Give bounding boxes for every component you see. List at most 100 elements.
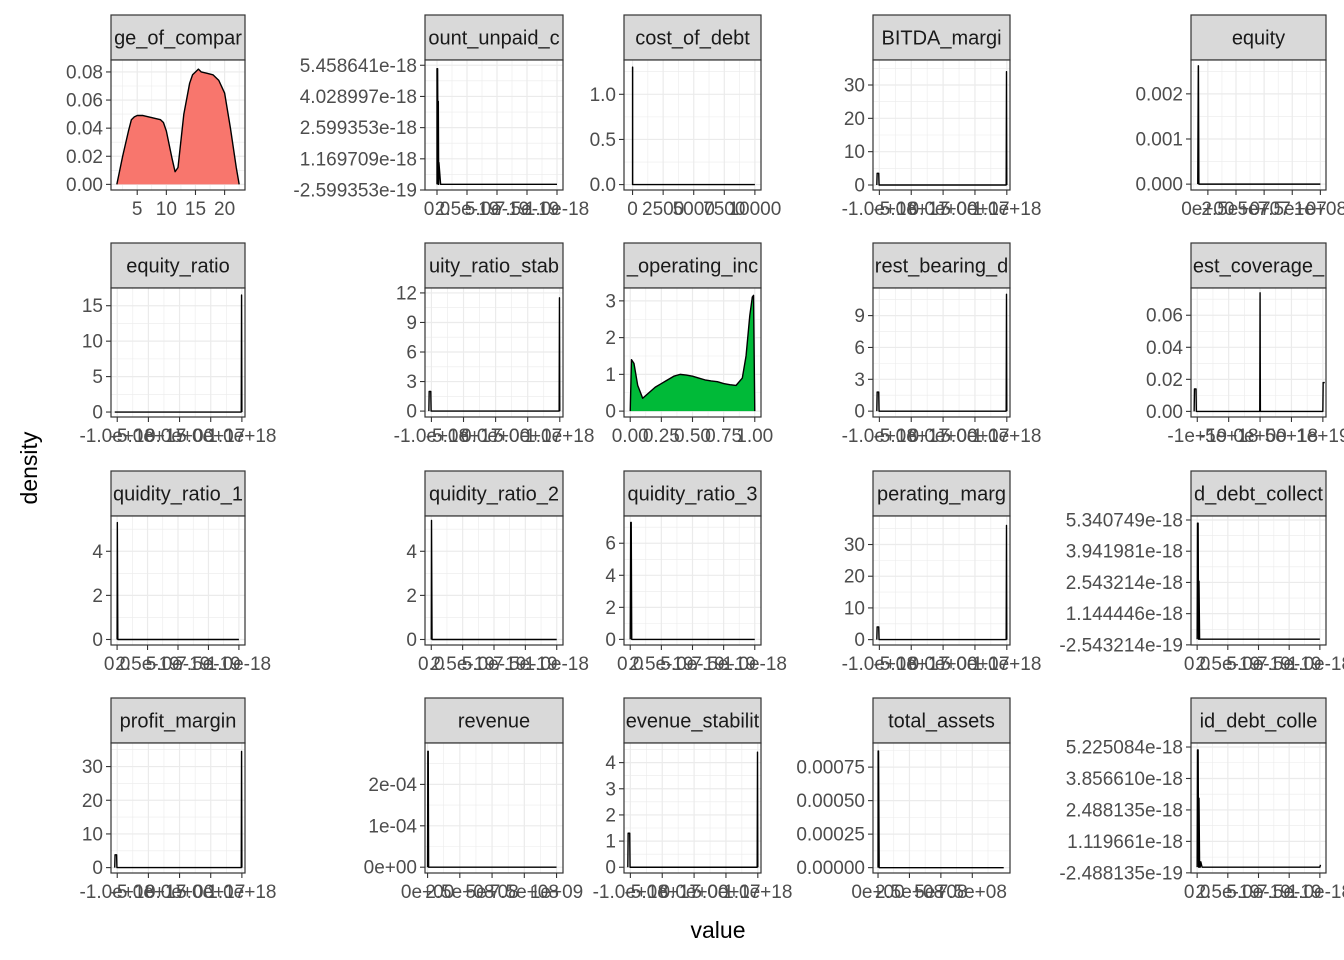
x-tick-label: 1.0e+18 xyxy=(207,426,276,447)
x-tick-label: 5.0e+17 xyxy=(493,426,562,447)
x-tick-label: 7.5e-19 xyxy=(495,199,559,220)
facet-strip xyxy=(623,697,762,744)
density-line xyxy=(426,750,557,868)
density-series xyxy=(876,70,1008,186)
density-line xyxy=(430,519,557,641)
panel-border xyxy=(110,287,246,418)
x-tick-label: 7.5e+08 xyxy=(938,882,1007,903)
facet-title: uity_ratio_stab xyxy=(429,256,559,278)
x-tick-label: 0.0 xyxy=(424,199,450,220)
y-tick-label: -2.543214e-19 xyxy=(1059,635,1183,656)
x-tick-label: -5.0e+17 xyxy=(624,882,700,903)
y-tick-label: 20 xyxy=(844,567,865,588)
facet-amount-unpaid: ount_unpaid_c -2.599353e-19 1.169709e-18 2.… xyxy=(293,14,589,220)
y-tick-label: -2.488135e-19 xyxy=(1059,863,1183,884)
x-tick-label: 7.5e-19 xyxy=(1257,882,1321,903)
facet-strip xyxy=(623,14,762,61)
y-tick-label: 0.000 xyxy=(1135,175,1183,196)
facet-revenue-stability: evenue_stabilit 0 1 2 3 4 -1.0e+18-5.0e+170.0e… xyxy=(593,697,792,903)
y-tick-label: 0.06 xyxy=(66,91,103,112)
x-tick-label: 0.0e+00 xyxy=(908,426,977,447)
x-tick-label: 5.0e+17 xyxy=(176,426,245,447)
facet-strip xyxy=(110,14,246,61)
x-tick-label: 7.5e-19 xyxy=(1257,654,1321,675)
x-tick-label: 1.0e+18 xyxy=(723,882,792,903)
facet-title: ge_of_compar xyxy=(114,28,242,50)
y-tick-label: 0.04 xyxy=(66,119,103,140)
density-series xyxy=(116,521,239,641)
y-tick-label: 0 xyxy=(605,858,616,879)
y-tick-label: 20 xyxy=(82,791,103,812)
x-tick-label: 0.0e+00 xyxy=(145,882,214,903)
panel-background xyxy=(873,60,1010,190)
x-tick-label: -1.0e+18 xyxy=(842,199,918,220)
x-tick-label: 1.0e-18 xyxy=(525,199,589,220)
panel-border xyxy=(872,287,1011,418)
x-tick-label: 0.0 xyxy=(1184,654,1210,675)
y-tick-label: 3 xyxy=(854,370,865,391)
facet-title: quidity_ratio_2 xyxy=(429,484,559,506)
panel-background xyxy=(1191,60,1326,190)
panel-border xyxy=(872,742,1011,874)
x-tick-label: 5.0e-19 xyxy=(1226,654,1290,675)
x-tick-label: 2500 xyxy=(642,199,684,220)
y-tick-label: 0e+00 xyxy=(364,858,417,879)
x-tick-label: -1.0e+18 xyxy=(842,654,918,675)
density-line xyxy=(1196,522,1320,640)
panel-grid xyxy=(111,743,245,873)
y-tick-label: 0 xyxy=(406,402,417,423)
x-tick-label: -1.0e+18 xyxy=(842,426,918,447)
y-tick-label: 0 xyxy=(854,630,865,651)
y-tick-label: 1.169709e-18 xyxy=(300,149,417,170)
panel-background xyxy=(873,516,1010,645)
y-tick-label: 1 xyxy=(605,365,616,386)
y-tick-label: 3 xyxy=(605,779,616,800)
panel-border xyxy=(1190,287,1327,418)
panel-grid xyxy=(873,743,1010,873)
x-tick-label: 5e+08 xyxy=(465,882,518,903)
density-line xyxy=(114,750,243,869)
x-tick-label: 5.0e+17 xyxy=(940,426,1009,447)
y-tick-label: 3 xyxy=(605,291,616,312)
density-series xyxy=(1196,749,1322,868)
panel-border xyxy=(424,742,564,874)
density-series xyxy=(436,68,557,186)
facet-title: total_assets xyxy=(888,711,995,733)
x-tick-label: 0 xyxy=(627,199,638,220)
y-tick-label: 0.002 xyxy=(1135,84,1183,105)
x-tick-label: 1e+19 xyxy=(1296,426,1344,447)
y-tick-label: 0.00 xyxy=(1146,402,1183,423)
x-tick-label: 1.0e+18 xyxy=(525,426,594,447)
facet-revenue: revenue0e+001e-042e-040e+002.5e+085e+087… xyxy=(364,697,583,903)
x-tick-label: 5.0e-19 xyxy=(462,654,526,675)
x-tick-label: 1.0e-18 xyxy=(1288,882,1344,903)
x-tick-label: -1.0e+18 xyxy=(593,882,669,903)
facet-title: equity xyxy=(1232,28,1285,50)
panel-border xyxy=(623,742,762,874)
facet-net-operating-income: _operating_inc 0 1 2 3 0.000.250.500.751.00 xyxy=(605,242,773,447)
y-tick-label: 0.001 xyxy=(1135,129,1183,150)
x-tick-label: 5e+07 xyxy=(1237,199,1290,220)
y-tick-label: 2 xyxy=(605,328,616,349)
y-tick-label: 0.00 xyxy=(66,175,103,196)
density-line xyxy=(1196,749,1322,868)
facet-equity-ratio: equity_ratio 0 5 10 15 -1.0e+18-5.0e+170.0e+0… xyxy=(79,242,276,447)
facet-title: _operating_inc xyxy=(626,256,758,278)
x-tick-label: 2.5e+07 xyxy=(1201,199,1270,220)
facet-liquidity-ratio-3: quidity_ratio_3 0 2 4 6 0.02.5e-195.0e-197.5e… xyxy=(605,470,787,675)
x-tick-label: 10 xyxy=(156,199,177,220)
y-tick-label: 0 xyxy=(854,176,865,197)
x-tick-label: 7.5e+07 xyxy=(1258,199,1327,220)
x-tick-label: 5.0e+17 xyxy=(691,882,760,903)
x-tick-label: 2.5e-19 xyxy=(115,654,179,675)
y-tick-label: 4 xyxy=(92,542,103,563)
panel-grid xyxy=(425,60,563,190)
facet-strip xyxy=(424,242,564,289)
facet-paid-debt-collection: d_debt_collect -2.543214e-19 1.144446e-18 2… xyxy=(1059,470,1344,675)
y-tick-label: 2 xyxy=(406,586,417,607)
facet-strip xyxy=(872,697,1011,744)
x-tick-label: 5e+08 xyxy=(914,882,967,903)
density-series xyxy=(629,521,755,641)
x-tick-label: 1.0e-18 xyxy=(1288,654,1344,675)
panel-grid xyxy=(111,288,245,417)
